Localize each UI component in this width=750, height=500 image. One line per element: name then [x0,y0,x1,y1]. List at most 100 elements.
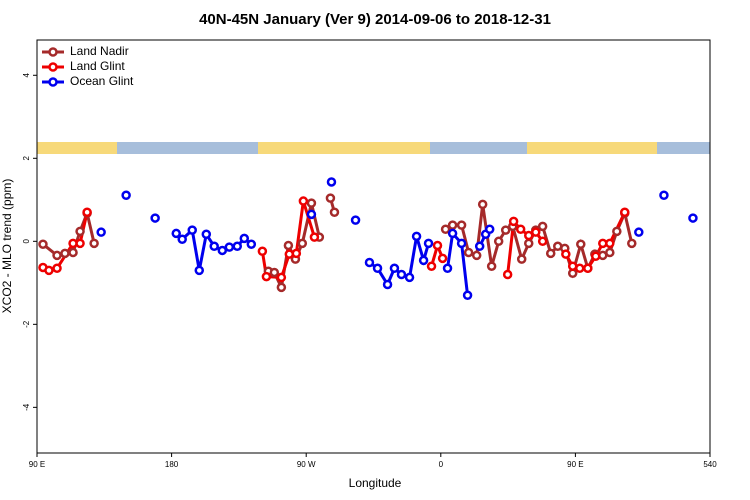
data-point [545,248,556,259]
data-point [82,207,92,218]
x-tick-label: 90 E [29,460,45,469]
data-point [471,250,482,261]
data-point [440,224,451,235]
data-point [309,232,320,242]
data-point [583,263,593,274]
y-tick-label: 4 [22,73,31,78]
y-tick-label: 0 [22,239,31,244]
legend-marker [48,62,58,72]
data-point [194,265,205,276]
data-point [456,238,467,249]
data-point [239,233,250,244]
data-point [187,225,197,235]
y-tick-label: -4 [22,403,31,411]
data-point [537,221,548,232]
data-point [688,213,698,223]
data-point [276,272,287,283]
data-point [634,227,644,237]
data-point [261,271,272,282]
data-point [404,272,415,283]
legend-marker [48,77,58,87]
data-point [493,236,504,247]
chart-title: 40N-45N January (Ver 9) 2014-09-06 to 20… [199,11,551,28]
data-point [75,238,85,249]
data-point [500,225,511,235]
data-point [396,269,407,280]
data-point [627,238,637,249]
data-point [232,241,243,252]
y-axis-label: XCO2 - MLO trend (ppm) [0,179,14,314]
data-point [298,196,309,206]
data-point [372,263,383,274]
data-point [462,290,473,301]
data-point [89,238,99,249]
legend-label: Ocean Glint [70,74,134,88]
data-point [171,228,181,239]
data-point [508,216,519,227]
data-point [447,228,458,239]
data-point [276,282,287,293]
legend-label: Land Glint [70,59,125,73]
data-point [96,227,106,237]
data-point [502,269,513,280]
data-point [283,240,294,251]
data-point [329,207,340,218]
data-point [659,190,669,200]
data-point [325,193,336,203]
legend-label: Land Nadir [70,44,129,58]
data-point [224,242,235,252]
data-point [382,279,393,290]
data-point [612,226,622,237]
data-point [418,255,429,266]
data-point [574,263,585,274]
data-point [442,263,453,274]
land-ocean-strip [37,142,710,154]
data-point [364,257,375,268]
data-point [177,234,187,244]
data-point [306,198,317,208]
data-point [52,263,62,274]
data-point [620,207,630,218]
data-point [523,238,534,249]
data-point [523,230,534,241]
data-point [474,241,485,252]
data-point [590,251,601,262]
legend-marker [48,47,58,57]
data-point [257,246,268,257]
data-point [297,238,308,249]
data-point [150,213,160,223]
data-point [291,248,302,259]
data-point [516,254,527,264]
x-tick-label: 90 E [567,460,583,469]
data-point [423,238,434,249]
data-point [52,250,62,261]
data-point [389,263,400,274]
data-point [350,215,361,225]
data-point [437,253,448,264]
data-point [477,199,488,210]
data-point [68,247,78,258]
data-point [456,220,467,230]
data-point [326,177,337,187]
data-point [605,247,615,258]
data-point [60,248,70,259]
data-point [484,224,495,235]
data-point [605,238,615,249]
x-tick-label: 0 [439,460,444,469]
data-point [432,240,443,251]
data-point [411,231,422,242]
data-point [561,249,571,259]
data-point [515,224,526,235]
data-point [217,245,228,256]
data-point [447,220,458,230]
data-point [201,229,212,240]
x-axis-label: Longitude [349,476,402,490]
data-point [463,247,474,258]
data-point [486,261,497,271]
plot-frame [36,39,711,454]
data-point [121,190,131,200]
x-tick-label: 540 [703,460,717,469]
data-point [209,241,219,252]
